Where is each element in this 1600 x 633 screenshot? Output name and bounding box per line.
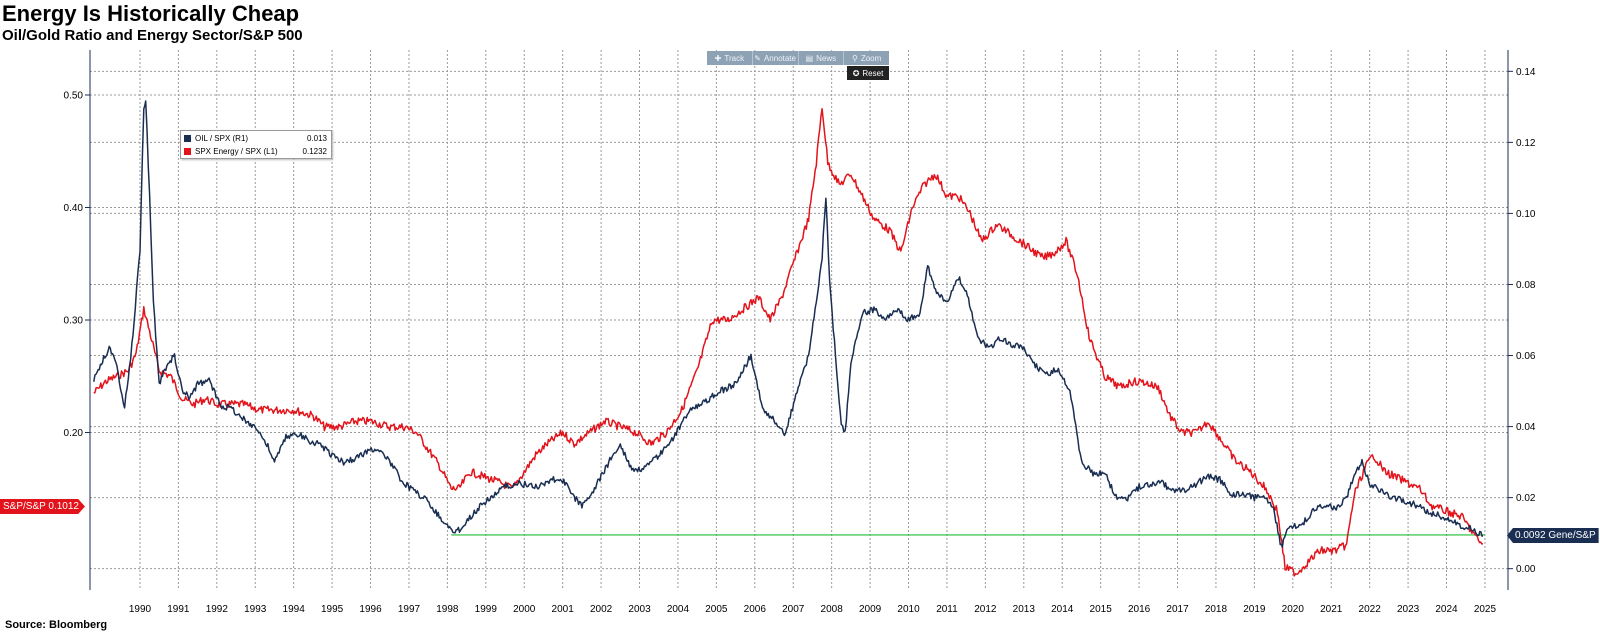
reset-label: Reset <box>862 68 884 78</box>
legend-label: SPX Energy / SPX (L1) <box>195 146 278 156</box>
legend: OIL / SPX (R1) 0.013 SPX Energy / SPX (L… <box>180 130 332 159</box>
x-tick-label: 2000 <box>513 604 536 615</box>
right-tick-label: 0.02 <box>1516 493 1536 504</box>
x-tick-label: 2006 <box>744 604 767 615</box>
x-tick-label: 1995 <box>321 604 344 615</box>
last-value-tag-right: 0.0092 Gene/S&P <box>1507 528 1599 543</box>
x-tick-label: 2003 <box>628 604 651 615</box>
zoom-button[interactable]: ⚲ Zoom <box>844 51 889 65</box>
source-note: Source: Bloomberg <box>5 619 108 631</box>
x-tick-label: 2002 <box>590 604 613 615</box>
legend-value: 0.013 <box>306 133 327 143</box>
right-tick-label: 0.06 <box>1516 351 1536 362</box>
x-tick-label: 2019 <box>1243 604 1266 615</box>
annotate-label: Annotate <box>763 53 796 63</box>
axes: 1990 1991 1992 1993 1994 1995 1996 1997 1998 1999… <box>64 50 1536 615</box>
legend-item-energy-spx[interactable]: SPX Energy / SPX (L1) 0.1232 <box>181 144 331 157</box>
x-tick-label: 2020 <box>1282 604 1305 615</box>
news-icon: ▤ <box>805 53 814 63</box>
legend-swatch-icon <box>184 134 191 142</box>
chart-toolbar: ✚ Track ✎ Annotate ▤ News ⚲ Zoom <box>707 51 889 65</box>
x-tick-label: 2024 <box>1435 604 1458 615</box>
legend-swatch-icon <box>184 147 191 155</box>
x-tick-label: 2017 <box>1166 604 1189 615</box>
x-tick-label: 2018 <box>1205 604 1228 615</box>
track-label: Track <box>724 53 745 63</box>
x-tick-label: 2022 <box>1359 604 1382 615</box>
right-tick-label: 0.00 <box>1516 564 1536 575</box>
x-tick-label: 2011 <box>936 604 958 615</box>
reset-button[interactable]: ✪ Reset <box>847 66 889 80</box>
pencil-icon: ✎ <box>754 53 761 63</box>
legend-item-oil-spx[interactable]: OIL / SPX (R1) 0.013 <box>181 131 331 144</box>
legend-value: 0.1232 <box>302 146 327 156</box>
left-tick-label: 0.50 <box>64 91 84 102</box>
left-tick-label: 0.30 <box>64 316 84 327</box>
x-tick-label: 1993 <box>244 604 267 615</box>
right-tick-label: 0.04 <box>1516 422 1536 433</box>
x-tick-label: 2004 <box>667 604 690 615</box>
x-tick-label: 2012 <box>974 604 997 615</box>
x-tick-label: 1990 <box>129 604 152 615</box>
left-tick-label: 0.40 <box>64 203 84 214</box>
right-tick-label: 0.10 <box>1516 209 1536 220</box>
x-tick-label: 1997 <box>398 604 421 615</box>
crosshair-icon: ✚ <box>714 53 722 63</box>
x-tick-label: 2016 <box>1128 604 1151 615</box>
x-tick-label: 2010 <box>897 604 920 615</box>
x-tick-label: 2001 <box>552 604 575 615</box>
x-tick-label: 1994 <box>283 604 306 615</box>
x-tick-label: 1999 <box>475 604 498 615</box>
x-tick-label: 2014 <box>1051 604 1074 615</box>
right-tick-label: 0.12 <box>1516 138 1536 149</box>
track-button[interactable]: ✚ Track <box>707 51 753 65</box>
last-value-tag-left: S&P/S&P 0.1012 <box>0 499 85 514</box>
news-button[interactable]: ▤ News <box>799 51 845 65</box>
x-tick-label: 2007 <box>782 604 805 615</box>
x-tick-label: 2025 <box>1474 604 1497 615</box>
x-tick-label: 2008 <box>821 604 844 615</box>
x-tick-label: 2015 <box>1090 604 1113 615</box>
left-tick-label: 0.20 <box>64 428 84 439</box>
chart-subtitle: Oil/Gold Ratio and Energy Sector/S&P 500 <box>2 27 303 44</box>
annotate-button[interactable]: ✎ Annotate <box>753 51 799 65</box>
x-tick-label: 1998 <box>436 604 459 615</box>
series-line-energy-spx <box>93 107 1483 577</box>
right-tick-label: 0.14 <box>1516 67 1536 78</box>
reset-icon: ✪ <box>852 68 860 78</box>
x-tick-label: 1992 <box>206 604 229 615</box>
x-tick-label: 1996 <box>359 604 382 615</box>
x-tick-label: 2013 <box>1013 604 1036 615</box>
x-tick-label: 1991 <box>167 604 190 615</box>
magnifier-icon: ⚲ <box>851 53 858 63</box>
x-tick-label: 2021 <box>1320 604 1343 615</box>
series-line-oil-spx <box>93 100 1483 549</box>
x-tick-label: 2005 <box>705 604 728 615</box>
x-tick-label: 2009 <box>859 604 882 615</box>
news-label: News <box>816 53 837 63</box>
x-tick-label: 2023 <box>1397 604 1420 615</box>
legend-label: OIL / SPX (R1) <box>195 133 249 143</box>
series <box>93 100 1485 577</box>
zoom-label: Zoom <box>860 53 882 63</box>
right-tick-label: 0.08 <box>1516 280 1536 291</box>
chart-title: Energy Is Historically Cheap <box>2 1 300 26</box>
